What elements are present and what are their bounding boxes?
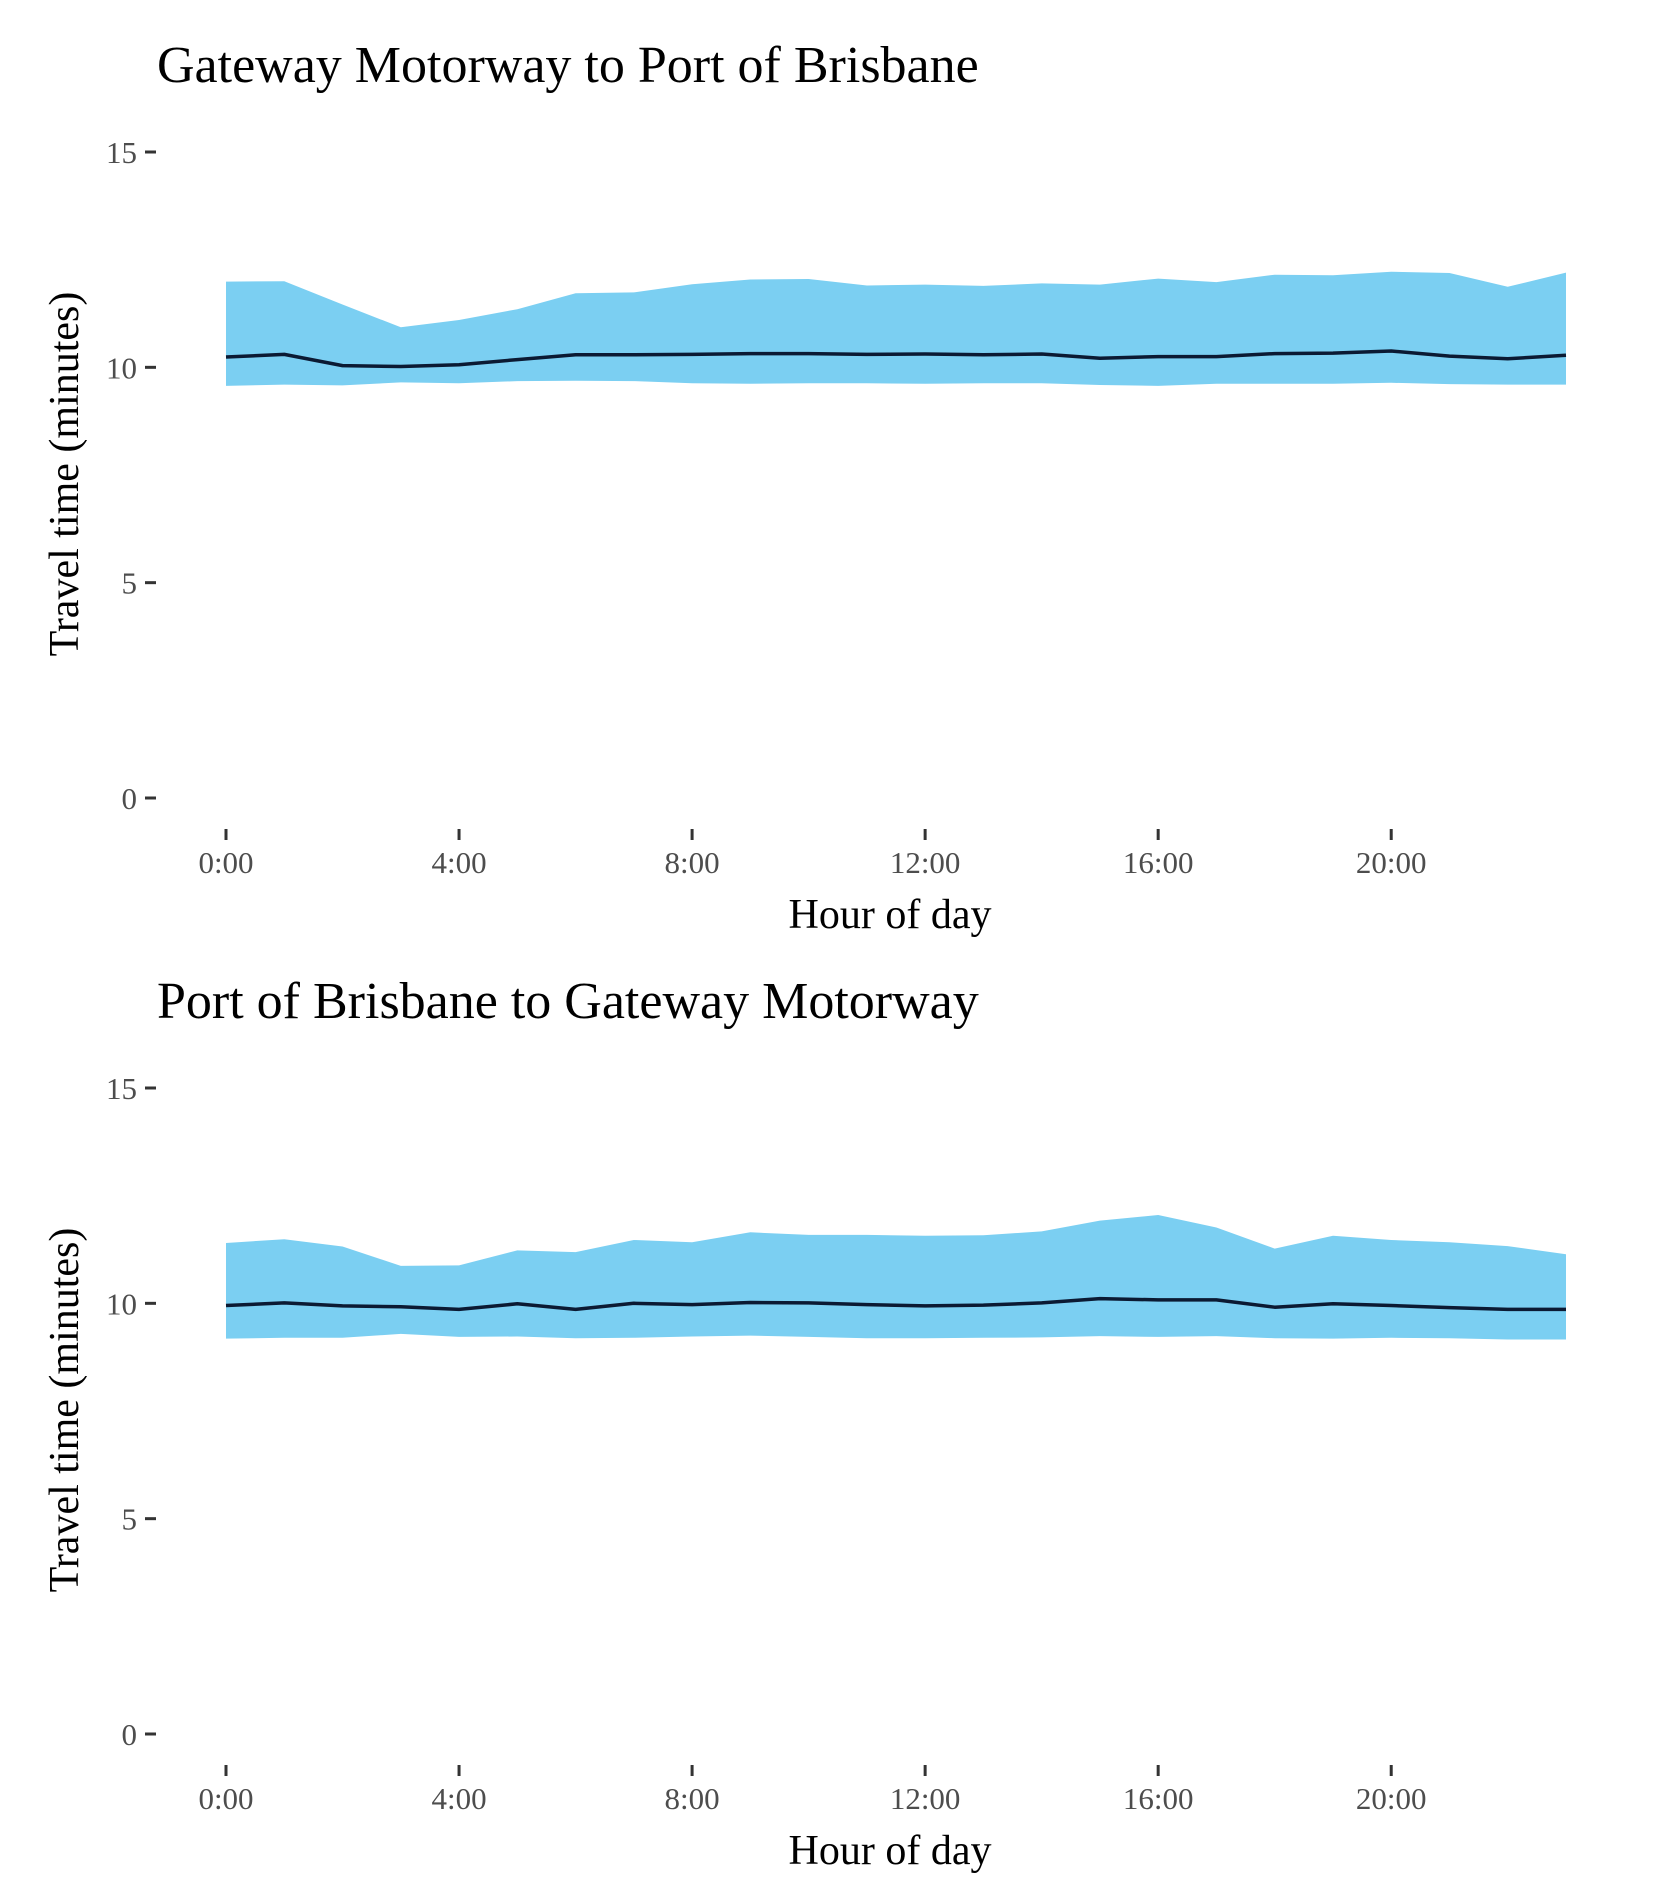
range-band <box>226 1215 1566 1340</box>
x-tick-label: 0:00 <box>198 845 253 880</box>
x-tick-label: 20:00 <box>1356 845 1427 880</box>
median-line <box>225 1296 1566 1312</box>
y-tick-label: 0 <box>122 1717 138 1752</box>
x-tick-label: 8:00 <box>665 1781 720 1816</box>
chart-title: Port of Brisbane to Gateway Motorway <box>157 973 979 1030</box>
x-tick-label: 4:00 <box>431 845 486 880</box>
x-tick-label: 16:00 <box>1123 845 1194 880</box>
y-tick-label: 15 <box>106 135 137 170</box>
y-tick-label: 5 <box>122 1502 138 1537</box>
x-tick-label: 16:00 <box>1123 1781 1194 1816</box>
x-tick-label: 20:00 <box>1356 1781 1427 1816</box>
x-tick-label: 4:00 <box>431 1781 486 1816</box>
y-axis-label: Travel time (minutes) <box>42 1228 88 1593</box>
x-tick-label: 12:00 <box>890 845 961 880</box>
y-tick-label: 0 <box>122 781 138 816</box>
x-tick-label: 12:00 <box>890 1781 961 1816</box>
x-axis-label: Hour of day <box>789 892 992 938</box>
plot-area: 0 5 10 15 0:00 4:00 8:00 12:00 16:00 20:00 <box>106 135 1567 880</box>
range-band <box>226 271 1566 386</box>
median-line <box>225 349 1567 369</box>
y-tick-label: 15 <box>106 1071 137 1106</box>
x-tick-label: 0:00 <box>198 1781 253 1816</box>
y-axis-label: Travel time (minutes) <box>42 292 88 657</box>
y-tick-label: 10 <box>106 350 137 385</box>
chart-title: Gateway Motorway to Port of Brisbane <box>157 37 979 94</box>
chart-panel-port-to-gateway: Port of Brisbane to Gateway Motorway Hou… <box>42 973 1566 1874</box>
chart-panel-gateway-to-port: Gateway Motorway to Port of Brisbane Hou… <box>42 37 1567 938</box>
x-tick-label: 8:00 <box>665 845 720 880</box>
y-tick-label: 5 <box>122 566 138 601</box>
plot-area: 0 5 10 15 0:00 4:00 8:00 12:00 16:00 20:00 <box>106 1071 1566 1816</box>
y-tick-label: 10 <box>106 1286 137 1321</box>
x-axis-label: Hour of day <box>789 1828 992 1874</box>
